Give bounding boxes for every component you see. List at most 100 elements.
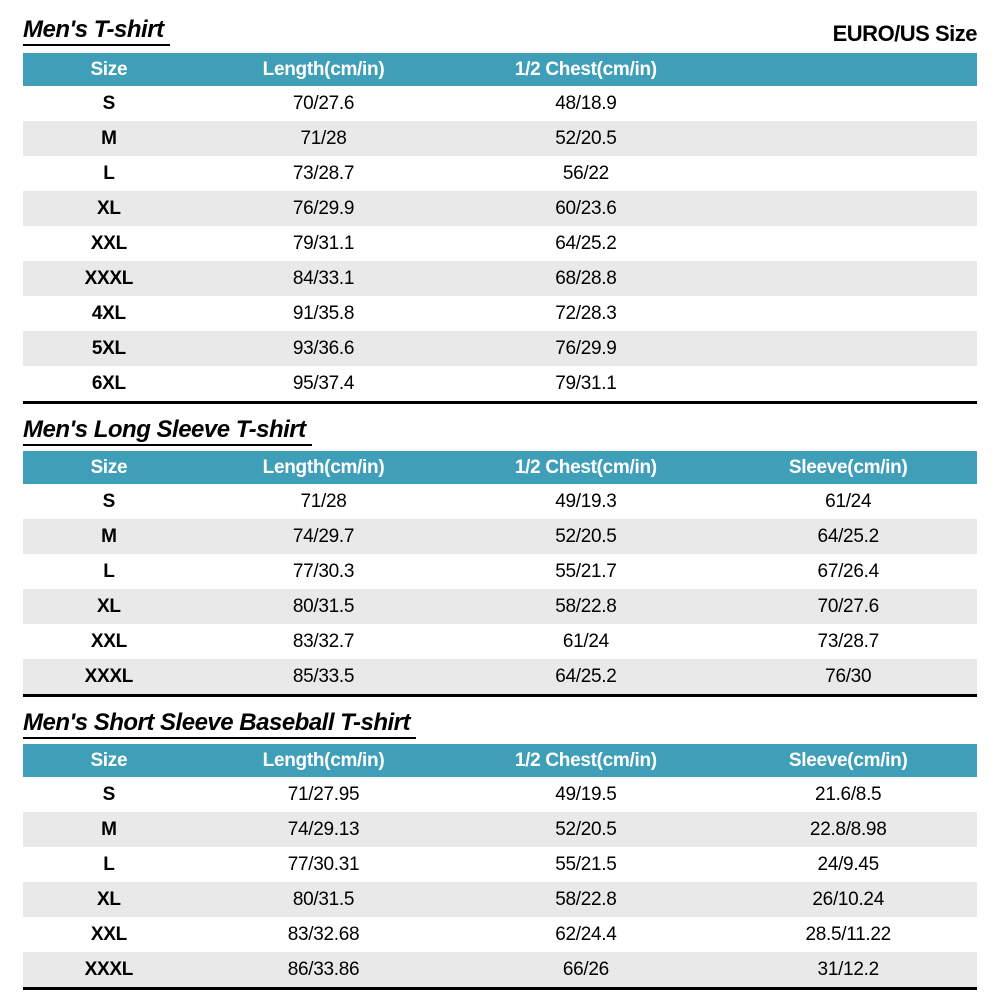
size-cell: 4XL — [91, 303, 126, 324]
size-cell: XXL — [90, 631, 127, 652]
column-header — [719, 53, 977, 86]
column-header: Size — [90, 457, 128, 478]
size-cell: L — [103, 163, 115, 184]
measurement-cell: 95/37.4 — [292, 373, 355, 394]
table-row: M 71/28 52/20.5 — [23, 121, 977, 156]
table-row: S 70/27.6 48/18.9 — [23, 86, 977, 121]
measurement-cell — [719, 156, 977, 191]
measurement-cell: 83/32.68 — [287, 924, 360, 945]
table-row: 4XL 91/35.8 72/28.3 — [23, 296, 977, 331]
measurement-cell — [719, 331, 977, 366]
measurement-cell: 52/20.5 — [555, 128, 617, 149]
size-cell: XL — [97, 889, 121, 910]
measurement-cell: 85/33.5 — [292, 666, 355, 687]
table-row: L 77/30.3 55/21.7 67/26.4 — [23, 554, 977, 589]
measurement-cell: 24/9.45 — [817, 854, 880, 875]
measurement-cell: 79/31.1 — [555, 373, 617, 394]
measurement-cell: 31/12.2 — [817, 959, 880, 980]
size-cell: L — [103, 561, 115, 582]
table-row: XXL 83/32.7 61/24 73/28.7 — [23, 624, 977, 659]
size-table: Men's Long Sleeve T-shirt Size Length(cm/… — [23, 416, 977, 697]
size-cell: 6XL — [91, 373, 126, 394]
size-cell: XXL — [90, 924, 127, 945]
measurement-cell: 71/28 — [300, 128, 347, 149]
measurement-cell: 76/30 — [825, 666, 872, 687]
measurement-cell: 83/32.7 — [292, 631, 355, 652]
measurement-cell: 21.6/8.5 — [815, 784, 882, 805]
measurement-cell — [719, 366, 977, 401]
measurement-cell: 55/21.5 — [555, 854, 617, 875]
table-header-row: Size Length(cm/in) 1/2 Chest(cm/in) Sleeve(… — [23, 451, 977, 484]
measurement-cell: 91/35.8 — [292, 303, 355, 324]
column-header: Sleeve(cm/in) — [788, 750, 908, 771]
table-row: XL 76/29.9 60/23.6 — [23, 191, 977, 226]
table-title: Men's Long Sleeve T-shirt — [23, 416, 312, 446]
table-header-row: Size Length(cm/in) 1/2 Chest(cm/in) Sleeve(… — [23, 744, 977, 777]
measurement-cell — [719, 296, 977, 331]
size-cell: XXXL — [84, 666, 134, 687]
table-row: XXXL 84/33.1 68/28.8 — [23, 261, 977, 296]
size-cell: S — [102, 93, 116, 114]
size-cell: 5XL — [91, 338, 126, 359]
measurement-cell: 49/19.3 — [555, 491, 617, 512]
size-cell: S — [102, 491, 116, 512]
measurement-cell: 84/33.1 — [292, 268, 355, 289]
measurement-cell: 60/23.6 — [555, 198, 617, 219]
measurement-cell: 66/26 — [562, 959, 609, 980]
size-table: Men's T-shirt EURO/US Size Size Length(cm… — [23, 16, 978, 404]
measurement-cell: 61/24 — [825, 491, 872, 512]
measurement-cell: 64/25.2 — [555, 666, 617, 687]
size-cell: M — [101, 819, 117, 840]
table-row: XL 80/31.5 58/22.8 70/27.6 — [23, 589, 977, 624]
table-rows: S 70/27.6 48/18.9 M 71/28 52/20.5 L 73/28.7 56/2… — [23, 86, 977, 404]
table-rows: S 71/28 49/19.3 61/24 M 74/29.7 52/20.5 64/25.2… — [23, 484, 977, 697]
table-row: XXL 79/31.1 64/25.2 — [23, 226, 977, 261]
table-title-row: Men's Long Sleeve T-shirt — [23, 416, 977, 446]
table-row: XXXL 85/33.5 64/25.2 76/30 — [23, 659, 977, 694]
measurement-cell: 48/18.9 — [555, 93, 617, 114]
table-row: M 74/29.13 52/20.5 22.8/8.98 — [23, 812, 977, 847]
measurement-cell — [719, 261, 977, 296]
measurement-cell: 22.8/8.98 — [809, 819, 887, 840]
measurement-cell: 58/22.8 — [555, 596, 617, 617]
table-row: XXXL 86/33.86 66/26 31/12.2 — [23, 952, 977, 987]
size-cell: XL — [97, 596, 121, 617]
column-header: Length(cm/in) — [262, 750, 385, 771]
measurement-cell: 79/31.1 — [292, 233, 355, 254]
size-cell: XXXL — [84, 268, 134, 289]
table-title-row: Men's Short Sleeve Baseball T-shirt — [23, 709, 977, 739]
size-cell: XXXL — [84, 959, 134, 980]
table-row: XL 80/31.5 58/22.8 26/10.24 — [23, 882, 977, 917]
measurement-cell: 58/22.8 — [555, 889, 617, 910]
measurement-cell: 28.5/11.22 — [805, 924, 891, 945]
measurement-cell: 70/27.6 — [292, 93, 355, 114]
measurement-cell — [719, 226, 977, 261]
size-cell: M — [101, 526, 117, 547]
size-cell: L — [103, 854, 115, 875]
measurement-cell — [719, 86, 977, 121]
column-header: Size — [90, 750, 128, 771]
measurement-cell — [719, 121, 977, 156]
size-cell: S — [102, 784, 116, 805]
measurement-cell: 56/22 — [562, 163, 609, 184]
measurement-cell: 64/25.2 — [817, 526, 880, 547]
measurement-cell: 70/27.6 — [817, 596, 880, 617]
measurement-cell: 93/36.6 — [292, 338, 355, 359]
table-title-row: Men's T-shirt EURO/US Size — [23, 16, 978, 46]
column-header: Sleeve(cm/in) — [788, 457, 908, 478]
size-standard-note: EURO/US Size — [832, 20, 978, 46]
measurement-cell: 74/29.7 — [292, 526, 355, 547]
measurement-cell: 86/33.86 — [287, 959, 360, 980]
column-header: Length(cm/in) — [262, 457, 385, 478]
table-row: S 71/28 49/19.3 61/24 — [23, 484, 977, 519]
size-cell: XXL — [90, 233, 127, 254]
table-row: 6XL 95/37.4 79/31.1 — [23, 366, 977, 401]
size-tables-container: Men's T-shirt EURO/US Size Size Length(cm… — [23, 16, 978, 990]
measurement-cell: 49/19.5 — [555, 784, 617, 805]
table-title: Men's Short Sleeve Baseball T-shirt — [23, 709, 417, 739]
measurement-cell: 67/26.4 — [817, 561, 880, 582]
table-title: Men's T-shirt — [23, 16, 170, 46]
measurement-cell: 71/28 — [300, 491, 347, 512]
table-rows: S 71/27.95 49/19.5 21.6/8.5 M 74/29.13 52/20.5… — [23, 777, 977, 990]
